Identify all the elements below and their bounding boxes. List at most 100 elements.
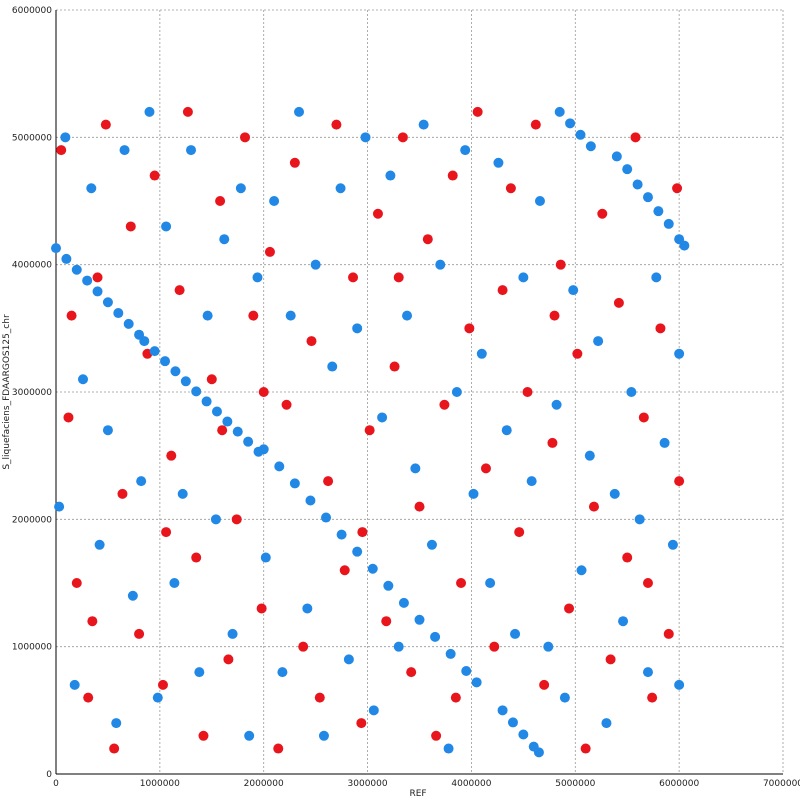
point: [258, 387, 269, 397]
point: [642, 192, 653, 203]
point: [460, 145, 471, 156]
point: [559, 692, 570, 703]
point: [518, 729, 529, 740]
point: [642, 578, 653, 588]
point: [186, 145, 197, 156]
point: [585, 141, 596, 152]
point: [534, 196, 545, 206]
point: [613, 297, 624, 308]
point: [211, 406, 222, 417]
point: [674, 348, 685, 359]
y-tick-label: 5000000: [12, 133, 52, 143]
y-tick-label: 4000000: [12, 261, 52, 271]
point: [157, 679, 168, 690]
point: [555, 259, 566, 270]
point: [468, 488, 479, 499]
point: [447, 170, 458, 181]
point: [243, 436, 254, 447]
point: [136, 476, 147, 487]
point: [54, 501, 65, 512]
point: [377, 412, 388, 423]
point: [597, 208, 608, 219]
point: [389, 361, 400, 372]
point: [364, 425, 375, 436]
point: [82, 275, 93, 286]
point: [269, 196, 280, 206]
point: [327, 361, 338, 372]
point: [191, 386, 202, 397]
point: [248, 310, 259, 321]
point: [61, 253, 72, 264]
point: [125, 221, 136, 232]
point: [109, 743, 120, 754]
point: [149, 170, 160, 181]
point: [634, 514, 645, 525]
x-tick-label: 5000000: [555, 779, 595, 789]
point: [674, 679, 685, 690]
point: [622, 552, 633, 563]
point: [206, 374, 217, 385]
point: [450, 692, 461, 703]
point: [663, 218, 674, 229]
point: [160, 356, 171, 367]
point: [56, 145, 67, 156]
point: [201, 396, 212, 407]
point: [647, 692, 658, 703]
point: [601, 718, 612, 729]
point: [63, 412, 74, 423]
x-tick-label: 1000000: [140, 779, 180, 789]
point: [655, 323, 666, 334]
y-tick-label: 2000000: [12, 515, 52, 525]
point: [551, 399, 562, 410]
point: [339, 565, 350, 576]
point: [402, 310, 413, 321]
point: [113, 308, 124, 319]
point: [439, 399, 450, 410]
point: [522, 387, 533, 397]
point: [674, 476, 685, 487]
point: [161, 221, 172, 232]
point: [69, 679, 80, 690]
point: [659, 437, 670, 448]
point: [260, 552, 271, 563]
point: [672, 183, 683, 194]
point: [507, 717, 518, 728]
point: [223, 654, 234, 665]
point: [667, 539, 678, 550]
y-tick-label: 1000000: [12, 643, 52, 653]
point: [219, 234, 230, 245]
point: [505, 183, 516, 194]
point: [406, 667, 417, 678]
point: [580, 743, 591, 754]
point: [174, 285, 185, 296]
point: [235, 183, 246, 194]
point: [256, 603, 267, 614]
point: [169, 578, 180, 588]
point: [632, 179, 643, 190]
point: [564, 603, 575, 614]
point: [435, 259, 446, 270]
point: [86, 183, 97, 194]
point: [554, 106, 565, 117]
point: [149, 346, 160, 357]
point: [60, 132, 71, 143]
point: [127, 590, 138, 601]
point: [543, 641, 554, 652]
point: [422, 234, 433, 245]
point: [510, 628, 521, 639]
point: [393, 272, 404, 283]
point: [166, 450, 177, 461]
point: [302, 603, 313, 614]
point: [533, 747, 544, 758]
point: [410, 463, 421, 474]
point: [547, 437, 558, 448]
point: [518, 272, 529, 283]
point: [418, 119, 429, 130]
point: [356, 718, 367, 729]
point: [653, 206, 664, 217]
point: [92, 272, 103, 283]
point: [66, 310, 77, 321]
point: [638, 412, 649, 423]
point: [71, 578, 82, 588]
